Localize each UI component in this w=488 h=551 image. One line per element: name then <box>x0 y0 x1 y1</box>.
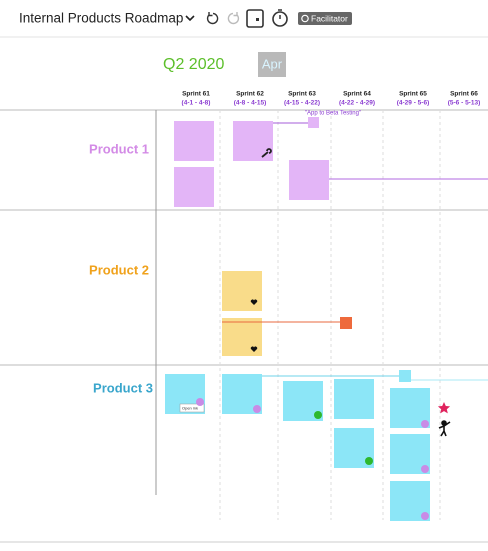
undo-button[interactable] <box>206 12 219 25</box>
milestone-marker[interactable] <box>399 370 411 382</box>
facilitator-icon <box>301 14 309 23</box>
month-label: Apr <box>262 56 283 71</box>
sprint-dates: (4-15 - 4-22) <box>284 100 320 107</box>
frame-button[interactable] <box>246 9 264 28</box>
sprint-name: Sprint 63 <box>288 91 316 98</box>
row-label: Product 2 <box>89 262 149 277</box>
sticky-note[interactable] <box>222 318 262 356</box>
sprint-dates: (4-1 - 4-8) <box>182 100 211 107</box>
sticky-note[interactable] <box>334 379 374 419</box>
sprint-name: Sprint 62 <box>236 91 264 98</box>
sprint-name: Sprint 65 <box>399 91 427 98</box>
sticky-note[interactable] <box>233 121 273 161</box>
sprint-name: Sprint 66 <box>450 91 478 98</box>
sticky-note[interactable] <box>174 167 214 207</box>
sprint-name: Sprint 61 <box>182 91 210 98</box>
timer-button[interactable] <box>272 11 288 27</box>
sprint-dates: (5-6 - 5-13) <box>448 100 481 107</box>
avatar-icons <box>314 411 373 465</box>
sprint-name: Sprint 64 <box>343 91 371 98</box>
quarter-label: Q2 2020 <box>163 56 224 73</box>
sticky-note[interactable] <box>174 121 214 161</box>
sprint-dates: (4-8 - 4-15) <box>234 100 267 107</box>
milestone-marker[interactable] <box>340 317 352 329</box>
figure-sticker[interactable] <box>438 420 451 437</box>
sprint-dates: (4-29 - 5-6) <box>397 100 430 107</box>
timer-icon-hand <box>278 9 282 19</box>
redo-button[interactable] <box>227 12 240 25</box>
sticky-note[interactable] <box>222 271 262 311</box>
ink-note[interactable] <box>179 403 205 413</box>
facilitator-button[interactable] <box>298 12 352 25</box>
milestone-marker[interactable] <box>308 117 319 128</box>
milestone-label: "App to Beta Testing" <box>305 111 361 117</box>
wrench-icon <box>261 148 272 158</box>
month-box <box>258 52 286 77</box>
heart-icon <box>250 299 258 305</box>
board-title[interactable]: Internal Products Roadmap <box>19 11 183 26</box>
sprint-dates: (4-22 - 4-29) <box>339 100 375 107</box>
row-label: Product 3 <box>93 380 153 395</box>
star-sticker[interactable] <box>437 402 451 414</box>
heart-icon <box>250 346 258 352</box>
frame-icon-dot <box>256 18 259 21</box>
ink-note-label: Open ink <box>182 406 198 411</box>
row-label: Product 1 <box>89 141 149 156</box>
title-dropdown[interactable] <box>185 15 195 22</box>
facilitator-label: Facilitator <box>311 13 348 23</box>
avatar-icons <box>196 398 429 520</box>
sticky-note[interactable] <box>289 160 329 200</box>
toolbar <box>0 0 488 37</box>
